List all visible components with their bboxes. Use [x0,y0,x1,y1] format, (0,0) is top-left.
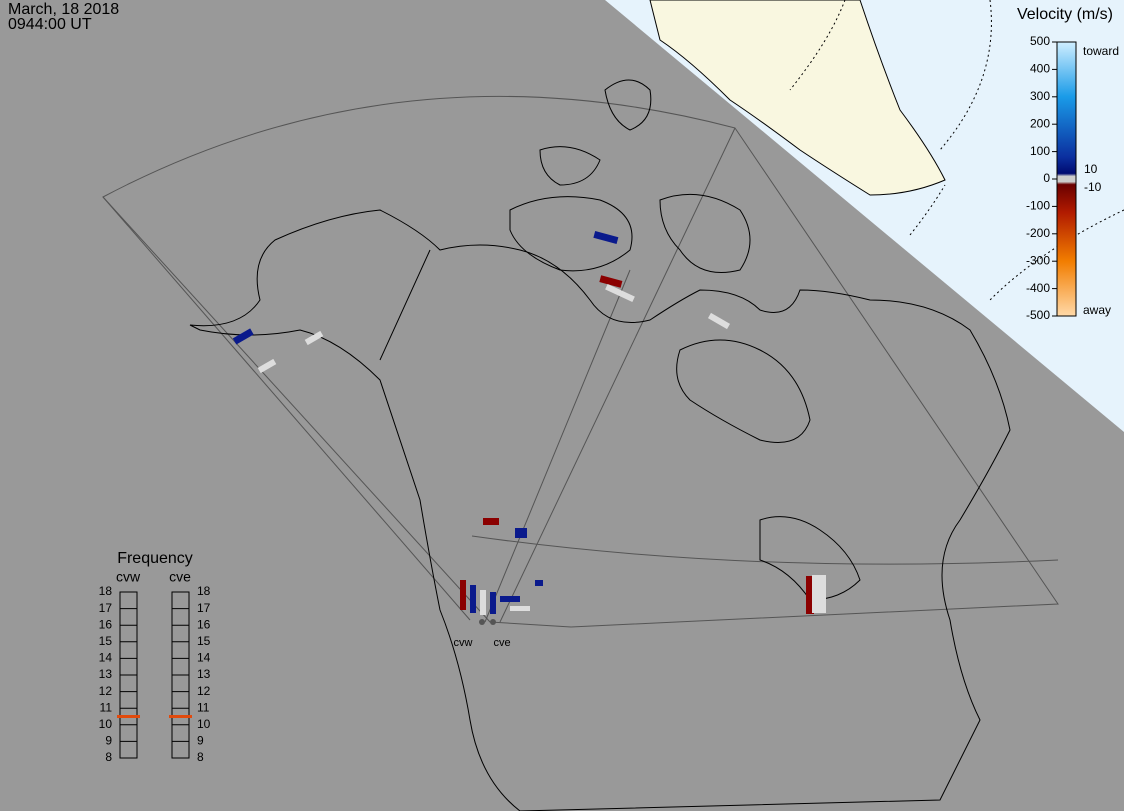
velocity-title: Velocity (m/s) [1017,6,1113,23]
frequency-tick-label: 16 [197,617,211,631]
velocity-tick-label: 100 [1030,144,1050,158]
frequency-tick-label: 8 [105,750,112,764]
velocity-away: away [1083,303,1111,317]
frequency-tick-label: 16 [99,617,113,631]
frequency-radar-name: cve [169,569,191,585]
velocity-toward: toward [1083,44,1119,58]
daylight-region [605,0,1124,432]
velocity-tick-label: -400 [1026,281,1050,295]
frequency-tick-label: 15 [197,634,211,648]
velocity-tick-label: -100 [1026,199,1050,213]
frequency-title: Frequency [117,550,193,567]
velocity-tick-label: 400 [1030,62,1050,76]
velocity-tick-label: -500 [1026,308,1050,322]
frequency-tick-label: 8 [197,750,204,764]
coastline [189,79,1011,811]
frequency-tick-label: 17 [197,601,211,615]
radar-fan [102,95,1059,628]
date: March, 18 2018 [8,1,119,18]
velocity-tick-label: 0 [1043,171,1050,185]
velocity-tick-label: -300 [1026,253,1050,267]
velocity-tick-label: -200 [1026,226,1050,240]
frequency-tick-label: 12 [99,684,113,698]
greenland [649,0,946,196]
frequency-tick-label: 9 [197,734,204,748]
velocity-tick-label: 300 [1030,89,1050,103]
frequency-tick-label: 17 [99,601,113,615]
frequency-tick-label: 13 [197,667,211,681]
velocity-tick-label: 200 [1030,116,1050,130]
time: 0944:00 UT [8,16,92,33]
frequency-tick-label: 9 [105,734,112,748]
latitude-lines [789,0,1124,301]
frequency-tick-label: 13 [99,667,113,681]
radar-label: cvw [454,637,473,649]
frequency-tick-label: 10 [99,717,113,731]
frequency-tick-label: 12 [197,684,211,698]
velocity-inner-label: 10 [1084,162,1098,176]
frequency-tick-label: 10 [197,717,211,731]
frequency-tick-label: 18 [99,584,113,598]
radar-label: cve [493,637,510,649]
velocity-tick-label: 500 [1030,34,1050,48]
velocity-colorbar [1056,41,1077,317]
frequency-tick-label: 14 [99,651,113,665]
frequency-tick-label: 18 [197,584,211,598]
frequency-tick-label: 15 [99,634,113,648]
velocity-inner-label: -10 [1084,180,1102,194]
backscatter-cells [232,230,826,625]
frequency-tick-label: 11 [100,700,113,714]
frequency-tick-label: 14 [197,651,211,665]
frequency-radar-name: cvw [116,569,141,585]
frequency-tick-label: 11 [197,700,210,714]
